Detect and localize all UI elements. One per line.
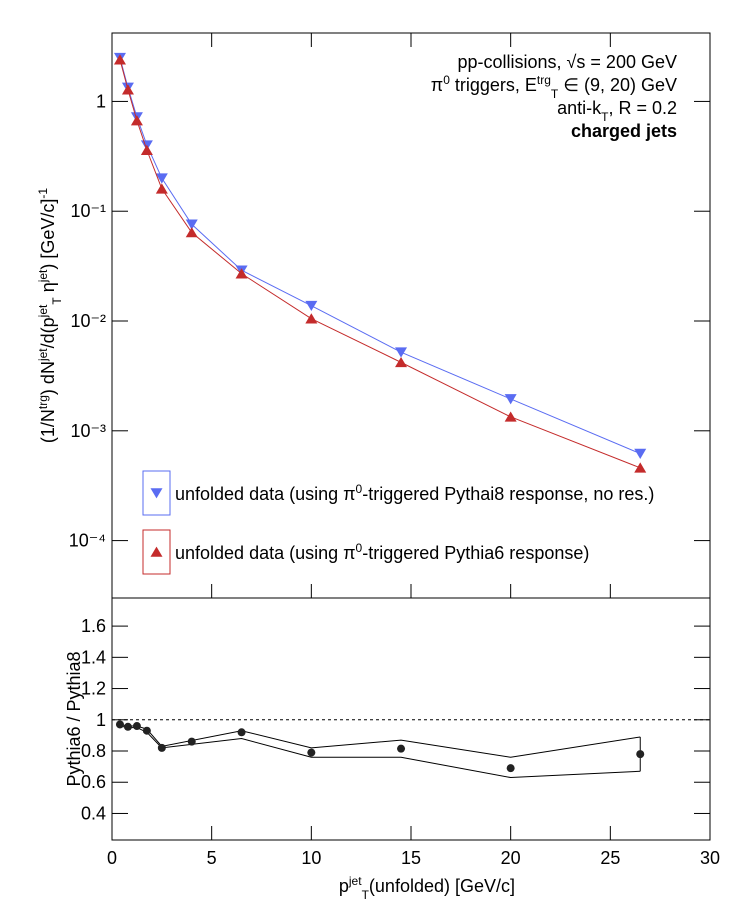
y-tick-label: 10⁻¹	[70, 201, 106, 221]
superscript: jet	[36, 348, 50, 362]
text-part: , R = 0.2	[608, 98, 677, 118]
band-edge	[119, 723, 641, 758]
marker	[130, 115, 143, 126]
text-part: = 200 GeV	[585, 52, 677, 72]
x-tick-label: 20	[501, 848, 521, 868]
marker	[121, 84, 134, 95]
marker	[150, 488, 163, 499]
marker	[140, 144, 153, 155]
marker	[504, 394, 517, 405]
marker	[150, 546, 163, 557]
text-part: pp-collisions,	[457, 52, 566, 72]
text-part: (unfolded) [GeV/c]	[369, 876, 515, 896]
x-tick-label: 15	[401, 848, 421, 868]
text-part: π	[431, 75, 443, 95]
data-point	[157, 743, 166, 752]
y-tick-label: 10⁻⁴	[69, 531, 106, 551]
legend-label: unfolded data (using π0-triggered Pythai…	[175, 482, 654, 504]
annotation: pp-collisions, √s = 200 GeV	[457, 52, 677, 72]
annotation: charged jets	[571, 121, 677, 141]
text-part: p	[339, 876, 349, 896]
annotation: π0 triggers, EtrgT ∈ (9, 20) GeV	[431, 73, 677, 101]
subscript: T	[362, 888, 370, 902]
marker	[504, 411, 517, 422]
superscript: trg	[36, 395, 50, 409]
legend-box	[142, 529, 171, 575]
subscript: T	[601, 110, 609, 124]
marker	[155, 173, 168, 184]
text-part: triggers, E	[450, 75, 537, 95]
y-tick-label: 1	[96, 91, 106, 111]
legend-box	[142, 470, 171, 516]
band-edge	[119, 725, 641, 779]
y-tick-label: 1.2	[81, 679, 106, 699]
x-tick-label: 10	[301, 848, 321, 868]
data-point	[397, 744, 406, 753]
legend-label: unfolded data (using π0-triggered Pythia…	[175, 541, 589, 563]
superscript: 0	[356, 482, 363, 496]
y-tick-label: 1	[96, 710, 106, 730]
x-tick-label: 5	[207, 848, 217, 868]
text-part: (1/N	[38, 409, 58, 443]
text-part: Pythia6 / Pythia8	[64, 651, 84, 786]
text-part: -triggered Pythai8 response, no res.)	[362, 484, 654, 504]
marker	[113, 54, 126, 65]
data-point	[307, 748, 316, 757]
text-part: -triggered Pythia6 response)	[362, 543, 589, 563]
data-point	[187, 737, 196, 746]
y-tick-label: 0.8	[81, 741, 106, 761]
superscript: jet	[36, 269, 50, 283]
data-point	[237, 728, 246, 737]
text-part: ) dN	[38, 361, 58, 395]
text-part: charged jets	[571, 121, 677, 141]
y-axis-label: Pythia6 / Pythia8	[64, 651, 84, 786]
annotation: anti-kT, R = 0.2	[557, 98, 677, 124]
marker	[235, 268, 248, 279]
data-point	[115, 720, 124, 729]
x-tick-label: 0	[107, 848, 117, 868]
text-part: ) [GeV/c]	[38, 199, 58, 270]
y-tick-label: 1.4	[81, 647, 106, 667]
y-tick-label: 10⁻²	[70, 311, 106, 331]
x-tick-label: 30	[700, 848, 720, 868]
y-tick-label: 1.6	[81, 616, 106, 636]
superscript: -1	[36, 188, 50, 199]
text-part: unfolded data (using π	[175, 484, 356, 504]
marker	[155, 183, 168, 194]
data-point	[132, 722, 141, 731]
data-point	[506, 764, 515, 773]
text-part: anti-k	[557, 98, 602, 118]
y-tick-label: 10⁻³	[70, 421, 106, 441]
subscript: T	[551, 87, 559, 101]
marker	[305, 313, 318, 324]
x-tick-label: 25	[600, 848, 620, 868]
superscript: 0	[443, 73, 450, 87]
superscript: jet	[36, 304, 50, 318]
y-tick-label: 0.4	[81, 803, 106, 823]
marker	[395, 347, 408, 358]
y-axis-label: (1/Ntrg) dNjet/d(pjetT ηjet) [GeV/c]-1	[36, 188, 64, 444]
x-axis-label: pjetT(unfolded) [GeV/c]	[339, 874, 515, 902]
text-part: unfolded data (using π	[175, 543, 356, 563]
marker	[305, 300, 318, 312]
superscript: 0	[356, 541, 363, 555]
text-part: ∈ (9, 20) GeV	[558, 75, 677, 95]
y-tick-label: 0.6	[81, 772, 106, 792]
marker	[185, 219, 198, 230]
data-point	[142, 726, 151, 735]
data-point	[636, 750, 645, 759]
data-point	[123, 722, 132, 731]
subscript: T	[50, 297, 64, 305]
marker	[185, 227, 198, 238]
marker	[634, 462, 647, 473]
text-part: √s	[567, 52, 586, 72]
text-part: /d(p	[38, 317, 58, 348]
superscript: jet	[348, 874, 362, 888]
text-part: η	[38, 282, 58, 297]
marker	[634, 448, 647, 459]
marker	[395, 356, 408, 368]
superscript: trg	[537, 73, 551, 87]
